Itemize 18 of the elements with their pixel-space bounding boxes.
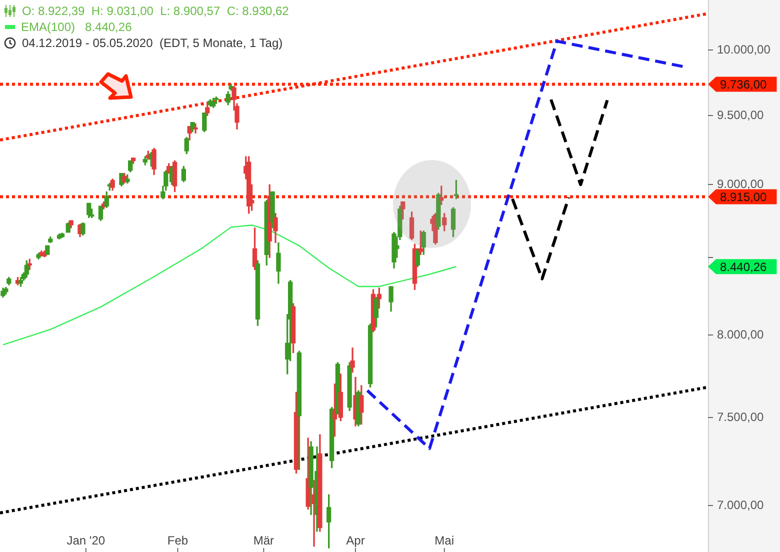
x-tick-label: Mai — [434, 533, 454, 548]
legend-label: EMA(100) — [21, 19, 76, 35]
y-tick-label: 7.000,00 — [717, 498, 764, 512]
annotation: 04.12.2019 - 05.05.2020 (EDT, 5 Monate, 1 Tag) — [22, 35, 283, 51]
x-tick-label: Feb — [167, 533, 188, 548]
y-tick-label: 10.000,00 — [717, 42, 771, 56]
x-tick-label: Apr — [346, 533, 365, 548]
y-tick-label: 9.500,00 — [717, 108, 764, 122]
x-tick-label: Mär — [253, 533, 274, 548]
annotation: 8.440,26 — [85, 19, 132, 35]
y-tick-label: 7.500,00 — [717, 410, 764, 424]
x-tick-label: Jan '20 — [66, 533, 106, 548]
text: 8.440,26 — [720, 260, 768, 274]
annotation: O: 8.922,39 H: 9.031,00 L: 8.900,57 C: 8.930,62 — [22, 3, 289, 19]
ref-line-label: 9.736,00 — [720, 78, 768, 92]
y-tick-label: 9.000,00 — [717, 176, 764, 191]
ref-line-label: 8.915,00 — [720, 190, 768, 204]
y-tick-label: 8.000,00 — [717, 327, 764, 342]
